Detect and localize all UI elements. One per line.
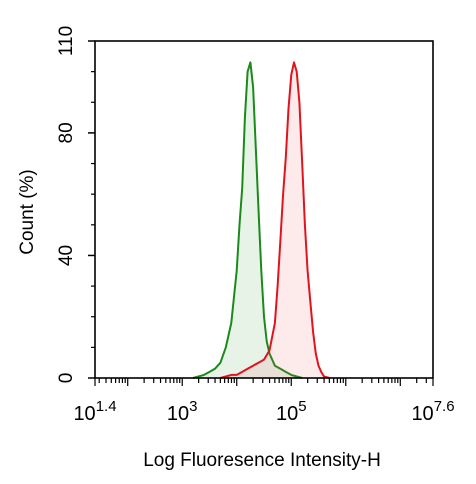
y-tick-label: 40: [56, 245, 77, 266]
x-tick-label: 103: [167, 398, 198, 425]
y-axis-label: Count (%): [17, 169, 38, 255]
y-tick-label: 80: [56, 122, 77, 143]
series-1-line: [192, 61, 303, 379]
x-axis-label: Log Fluoresence Intensity-H: [143, 450, 381, 471]
series-2-line: [220, 61, 330, 379]
series-layer: [192, 61, 330, 379]
y-tick-label: 110: [56, 26, 77, 56]
series-1-fill: [193, 62, 303, 379]
plot-frame: [94, 40, 434, 379]
axes-layer: 0 40 80 110 101.4 103 105 107.6: [56, 26, 455, 425]
series-2-fill: [220, 62, 330, 379]
x-tick-label: 101.4: [73, 398, 116, 425]
y-tick-label: 0: [56, 373, 77, 384]
x-tick-label: 107.6: [411, 398, 454, 425]
x-tick-label: 105: [276, 398, 307, 425]
